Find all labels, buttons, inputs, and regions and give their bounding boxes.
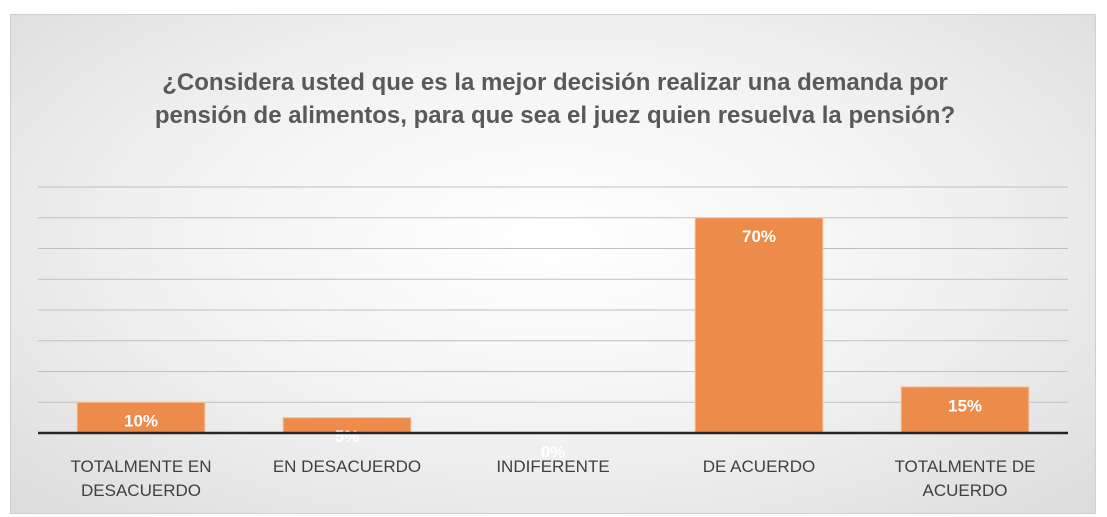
x-tick-label: DE ACUERDO bbox=[702, 457, 816, 476]
x-tick-label: TOTALMENTE EN DESACUERDO bbox=[70, 457, 212, 500]
data-label: 70% bbox=[742, 227, 776, 246]
x-tick-label: TOTALMENTE DE ACUERDO bbox=[894, 457, 1036, 500]
chart-title: ¿Considera usted que es la mejor decisió… bbox=[154, 69, 956, 129]
bar bbox=[900, 386, 1030, 434]
data-label: 15% bbox=[948, 396, 982, 415]
x-tick-label: EN DESACUERDO bbox=[272, 457, 422, 476]
data-label: 0% bbox=[541, 442, 566, 461]
data-label: 5% bbox=[335, 427, 360, 446]
bar bbox=[76, 401, 206, 434]
bar bbox=[694, 217, 824, 434]
x-tick-label: INDIFERENTE bbox=[496, 457, 610, 476]
data-label: 10% bbox=[124, 412, 158, 431]
